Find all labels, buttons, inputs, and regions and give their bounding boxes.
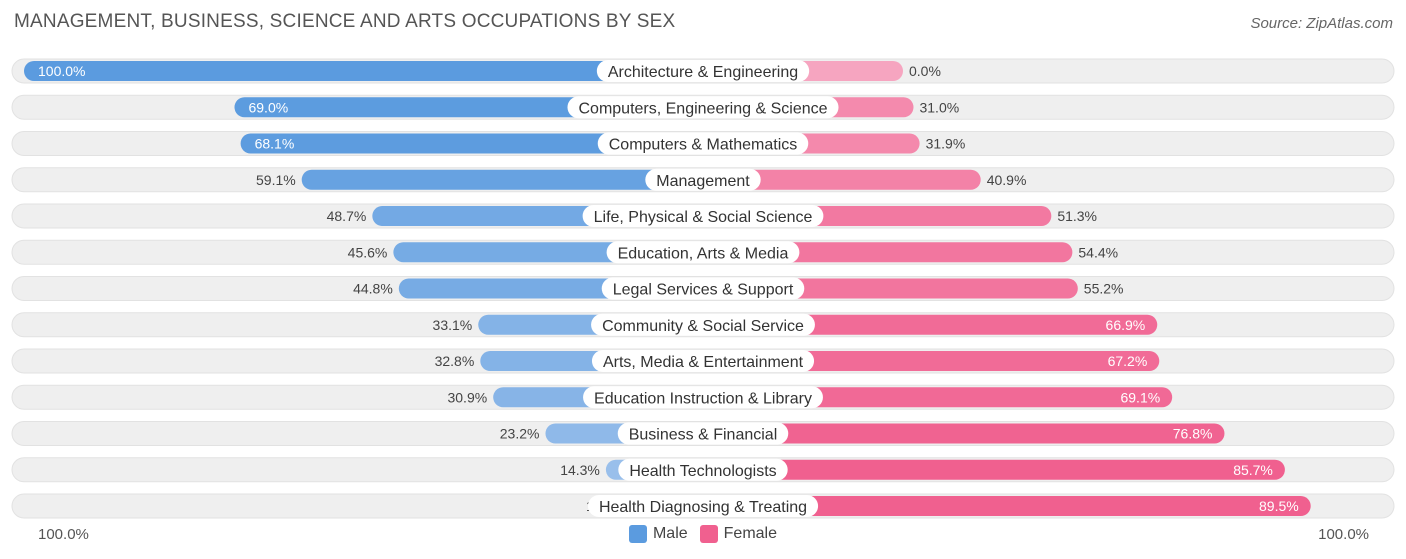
category-label-life-physical-social-science: Life, Physical & Social Science bbox=[594, 209, 813, 226]
category-pill-health-diagnosing-treating bbox=[587, 495, 819, 517]
legend: Male Female bbox=[0, 524, 1406, 544]
category-label-community-social-service: Community & Social Service bbox=[602, 318, 804, 335]
category-label-education-instruction-library: Education Instruction & Library bbox=[594, 390, 812, 407]
value-male-education-arts-media: 45.6% bbox=[348, 244, 388, 260]
axis-label-left: 100.0% bbox=[38, 526, 89, 543]
bar-female-arts-media-entertainment bbox=[703, 351, 1160, 371]
value-male-education-instruction-library: 30.9% bbox=[447, 389, 487, 405]
category-pill-computers-engineering-science bbox=[567, 96, 839, 119]
value-male-management: 59.1% bbox=[256, 172, 296, 188]
value-female-community-social-service: 66.9% bbox=[1106, 317, 1146, 333]
value-male-computers-engineering-science: 69.0% bbox=[248, 99, 288, 115]
category-label-computers-mathematics: Computers & Mathematics bbox=[609, 137, 798, 154]
category-label-business-financial: Business & Financial bbox=[629, 427, 778, 444]
category-label-architecture-engineering: Architecture & Engineering bbox=[608, 64, 798, 81]
category-pill-community-social-service bbox=[591, 313, 815, 336]
value-female-computers-engineering-science: 31.0% bbox=[919, 99, 959, 115]
legend-label-male: Male bbox=[652, 525, 688, 542]
category-label-computers-engineering-science: Computers, Engineering & Science bbox=[578, 100, 827, 117]
value-male-computers-mathematics: 68.1% bbox=[255, 136, 295, 152]
axis-label-right: 100.0% bbox=[1318, 526, 1369, 543]
category-pill-legal-services-support bbox=[601, 277, 805, 300]
value-female-arts-media-entertainment: 67.2% bbox=[1108, 353, 1148, 369]
bar-male-architecture-engineering bbox=[24, 61, 703, 81]
chart-title: MANAGEMENT, BUSINESS, SCIENCE AND ARTS O… bbox=[14, 11, 676, 32]
value-female-legal-services-support: 55.2% bbox=[1084, 281, 1124, 297]
value-male-life-physical-social-science: 48.7% bbox=[327, 208, 367, 224]
value-female-business-financial: 76.8% bbox=[1173, 426, 1213, 442]
value-female-health-diagnosing-treating: 89.5% bbox=[1259, 498, 1299, 514]
legend-swatch-male bbox=[628, 525, 647, 543]
category-pill-education-instruction-library bbox=[583, 386, 823, 409]
value-male-architecture-engineering: 100.0% bbox=[38, 63, 85, 79]
category-pill-health-technologists bbox=[618, 458, 788, 481]
bar-male-computers-mathematics bbox=[240, 133, 703, 154]
bar-male-management bbox=[301, 169, 703, 190]
value-female-computers-mathematics: 31.9% bbox=[926, 136, 966, 152]
category-pill-life-physical-social-science bbox=[582, 205, 824, 227]
bar-female-management bbox=[703, 169, 981, 190]
bar-female-health-diagnosing-treating bbox=[703, 496, 1311, 516]
category-pill-computers-mathematics bbox=[597, 132, 809, 155]
value-female-education-arts-media: 54.4% bbox=[1078, 244, 1118, 260]
category-pill-arts-media-entertainment bbox=[591, 350, 815, 372]
category-label-education-arts-media: Education, Arts & Media bbox=[618, 245, 789, 262]
legend-swatch-female bbox=[699, 525, 718, 543]
category-label-health-technologists: Health Technologists bbox=[629, 463, 776, 480]
value-male-arts-media-entertainment: 32.8% bbox=[435, 353, 475, 369]
category-pill-management bbox=[645, 168, 761, 191]
legend-label-female: Female bbox=[723, 525, 778, 542]
bar-female-business-financial bbox=[703, 423, 1225, 444]
legend-item-female: Female bbox=[699, 525, 778, 543]
category-label-legal-services-support: Legal Services & Support bbox=[613, 282, 794, 299]
value-female-management: 40.9% bbox=[987, 172, 1027, 188]
value-female-health-technologists: 85.7% bbox=[1233, 462, 1273, 478]
bar-female-community-social-service bbox=[703, 314, 1158, 335]
category-label-arts-media-entertainment: Arts, Media & Entertainment bbox=[603, 354, 804, 371]
chart: 100.0% 0.0% Architecture & Engineering 69.0… bbox=[11, 58, 1395, 519]
value-female-life-physical-social-science: 51.3% bbox=[1057, 208, 1097, 224]
value-male-community-social-service: 33.1% bbox=[433, 317, 473, 333]
value-male-health-technologists: 14.3% bbox=[560, 462, 600, 478]
value-female-education-instruction-library: 69.1% bbox=[1120, 389, 1160, 405]
bar-female-health-technologists bbox=[703, 459, 1285, 480]
category-pill-architecture-engineering bbox=[596, 60, 810, 82]
value-male-business-financial: 23.2% bbox=[500, 426, 540, 442]
value-male-legal-services-support: 44.8% bbox=[353, 281, 393, 297]
category-pill-education-arts-media bbox=[606, 241, 800, 264]
source-label: Source: ZipAtlas.com bbox=[1250, 15, 1393, 32]
value-female-architecture-engineering: 0.0% bbox=[909, 63, 941, 79]
legend-item-male: Male bbox=[628, 525, 688, 543]
category-label-management: Management bbox=[656, 173, 750, 190]
category-pill-business-financial bbox=[617, 422, 789, 445]
category-label-health-diagnosing-treating: Health Diagnosing & Treating bbox=[599, 499, 807, 516]
